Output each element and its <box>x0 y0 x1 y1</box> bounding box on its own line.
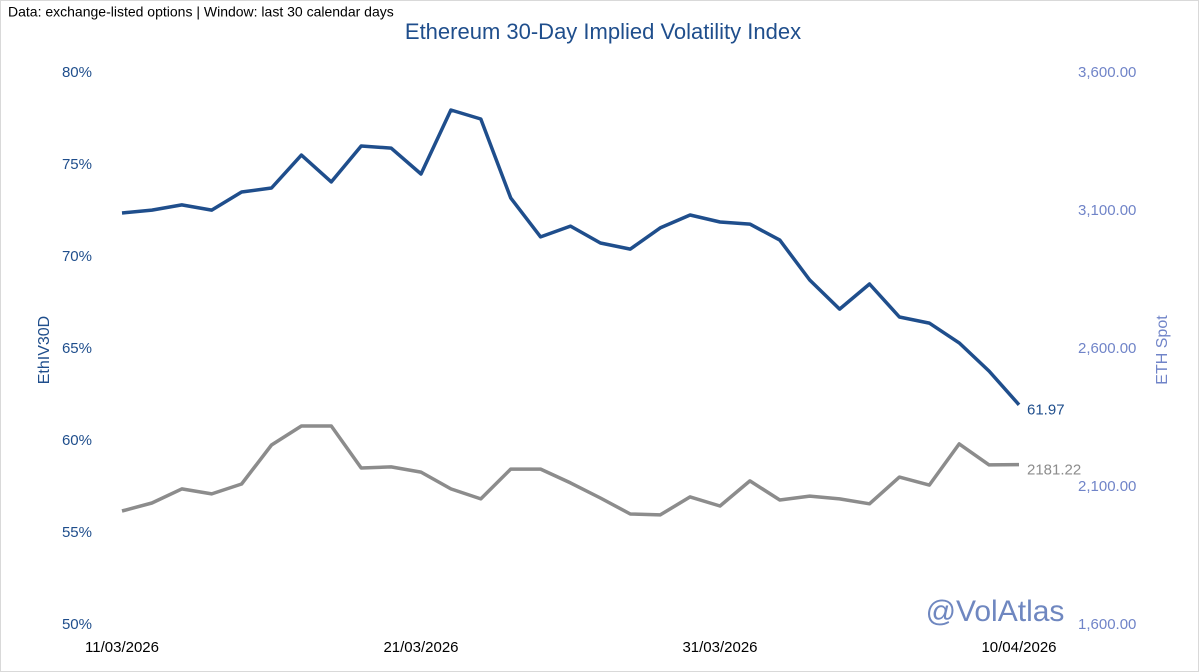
y2-tick-label: 2,600.00 <box>1078 340 1136 357</box>
y-tick-label: 80% <box>62 64 92 81</box>
y-tick-label: 60% <box>62 432 92 449</box>
y-tick-label: 70% <box>62 248 92 265</box>
y2-tick-label: 2,100.00 <box>1078 478 1136 495</box>
chart-title: Ethereum 30-Day Implied Volatility Index <box>405 19 801 44</box>
y-tick-label: 75% <box>62 156 92 173</box>
x-tick-label: 11/03/2026 <box>85 639 159 656</box>
watermark: @VolAtlas <box>926 595 1065 628</box>
series-line <box>121 108 1021 406</box>
y2-tick-label: 3,100.00 <box>1078 202 1136 219</box>
x-tick-label: 21/03/2026 <box>383 639 458 656</box>
value-label: 2181.22 <box>1027 462 1081 479</box>
x-tick-label: 31/03/2026 <box>682 639 757 656</box>
y2-tick-label: 1,600.00 <box>1078 616 1136 633</box>
y2-axis-label: ETH Spot <box>1154 315 1171 385</box>
source-note: Data: exchange-listed options | Window: … <box>8 4 394 20</box>
y-tick-label: 50% <box>62 616 92 633</box>
x-tick-label: 10/04/2026 <box>981 639 1056 656</box>
series-line <box>121 424 1020 517</box>
y2-tick-label: 3,600.00 <box>1078 64 1136 81</box>
y-tick-label: 65% <box>62 340 92 357</box>
value-label: 61.97 <box>1027 402 1065 419</box>
y-tick-label: 55% <box>62 524 92 541</box>
y-axis-label: EthIV30D <box>36 316 53 384</box>
